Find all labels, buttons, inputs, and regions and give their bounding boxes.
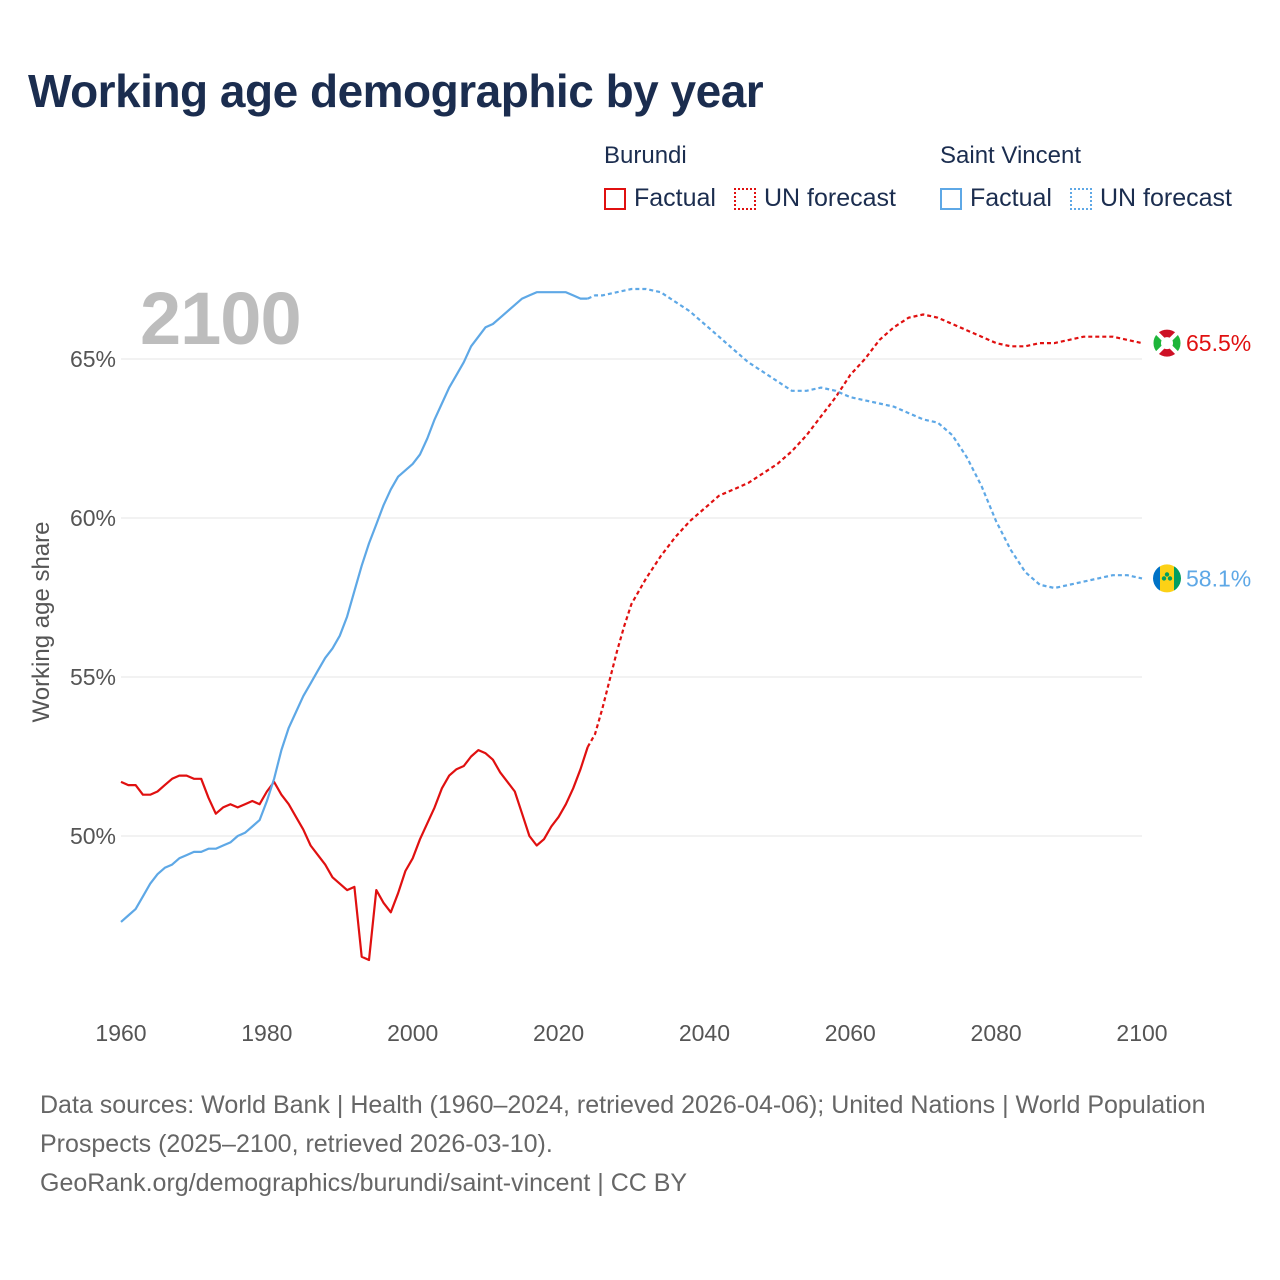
data-sources-footer: Data sources: World Bank | Health (1960–… xyxy=(40,1086,1220,1203)
legend-swatch-solid xyxy=(604,187,626,210)
y-tick-label: 60% xyxy=(70,505,116,531)
y-tick-label: 55% xyxy=(70,664,116,690)
x-tick-label: 2020 xyxy=(533,1020,584,1046)
series-line-saint-vincent-factual xyxy=(120,291,588,923)
legend-label: UN forecast xyxy=(763,184,896,212)
grid-layer xyxy=(121,358,1142,837)
flag-icon xyxy=(1153,564,1181,593)
x-tick-label: 2080 xyxy=(971,1020,1022,1046)
legend-item-saint-vincent-factual[interactable]: Factual xyxy=(940,184,1052,213)
current-year-display: 2100 xyxy=(140,277,302,360)
legend-label: Factual xyxy=(634,184,716,212)
y-axis-label: Working age share xyxy=(28,521,55,723)
series-layer xyxy=(120,287,1143,962)
legend-swatch-solid xyxy=(940,187,962,210)
sources-text: Data sources: World Bank | Health (1960–… xyxy=(40,1091,1206,1158)
legend-swatch-dotted xyxy=(733,187,756,210)
flag-icon xyxy=(1153,329,1181,358)
end-value-label-burundi: 65.5% xyxy=(1186,330,1251,356)
series-line-burundi-forecast xyxy=(586,313,1143,748)
legend-label: UN forecast xyxy=(1099,184,1232,212)
chart-title: Working age demographic by year xyxy=(28,65,764,117)
legend-group-name: Saint Vincent xyxy=(940,142,1081,169)
x-tick-label: 2060 xyxy=(825,1020,876,1046)
tick-layer: 50% 55% 60% 65% 1960 1980 2000 2020 2040 2060 2080… xyxy=(70,346,1168,1046)
series-line-burundi-factual xyxy=(120,746,589,962)
legend-group-name: Burundi xyxy=(604,142,687,169)
series-line-saint-vincent-forecast xyxy=(587,287,1143,590)
end-marker-burundi xyxy=(1152,328,1182,358)
legend-label: Factual xyxy=(970,184,1052,212)
x-tick-label: 2100 xyxy=(1116,1020,1167,1046)
y-tick-label: 50% xyxy=(70,823,116,849)
end-marker-saint-vincent xyxy=(1153,564,1181,593)
line-chart: 50% 55% 60% 65% 1960 1980 2000 2020 2040 2060 2080… xyxy=(70,287,1251,1046)
legend-item-saint-vincent-forecast[interactable]: UN forecast xyxy=(1069,184,1232,213)
legend-item-burundi-factual[interactable]: Factual xyxy=(604,184,716,213)
x-tick-label: 1980 xyxy=(241,1020,292,1046)
end-label-layer: 65.5% 58.1% xyxy=(1152,328,1251,593)
legend-group-saint-vincent: Saint Vincent Factual UN forecast xyxy=(940,142,1250,213)
x-tick-label: 1960 xyxy=(95,1020,146,1046)
x-tick-label: 2040 xyxy=(679,1020,730,1046)
x-tick-label: 2000 xyxy=(387,1020,438,1046)
legend-item-burundi-forecast[interactable]: UN forecast xyxy=(733,184,896,213)
y-tick-label: 65% xyxy=(70,346,116,372)
attribution-link[interactable]: GeoRank.org/demographics/burundi/saint-v… xyxy=(40,1169,688,1197)
legend-swatch-dotted xyxy=(1069,187,1092,210)
legend-group-burundi: Burundi Factual UN forecast xyxy=(604,142,914,213)
end-value-label-saint-vincent: 58.1% xyxy=(1186,565,1251,591)
